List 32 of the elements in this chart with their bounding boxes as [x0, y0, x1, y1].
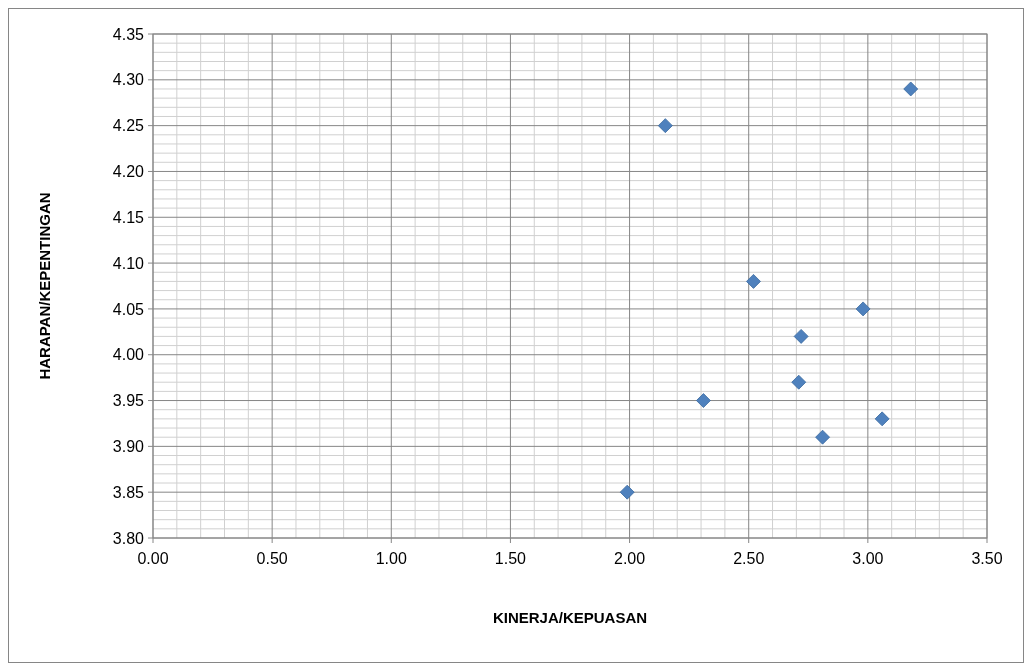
x-tick-label: 0.00 [137, 550, 169, 567]
y-tick-label: 4.25 [112, 117, 145, 135]
point [657, 118, 673, 134]
point [874, 411, 890, 427]
point [619, 484, 635, 500]
x-tick-label: 3.00 [852, 550, 884, 567]
point [696, 393, 711, 408]
point [855, 301, 871, 317]
x-tick-label: 3.50 [971, 550, 1003, 567]
x-tick-label: 1.50 [494, 550, 527, 567]
y-tick-label: 4.10 [112, 254, 145, 272]
y-tick-label: 4.15 [112, 208, 145, 226]
y-tick-label: 4.00 [112, 346, 145, 364]
x-tick-label: 2.50 [733, 550, 765, 567]
point [815, 429, 830, 445]
y-tick-label: 3.85 [112, 483, 145, 501]
point [746, 274, 761, 289]
y-tick-label: 3.80 [112, 529, 145, 547]
y-tick-label: 4.30 [112, 71, 145, 89]
point [903, 81, 919, 97]
x-tick-label: 2.00 [614, 550, 646, 567]
x-axis-title: KINERJA/KEPUASAN [492, 609, 648, 626]
y-tick-label: 3.95 [112, 392, 145, 410]
y-tick-label: 3.90 [112, 437, 145, 455]
y-tick-label: 4.05 [112, 300, 145, 318]
x-tick-label: 1.00 [375, 550, 407, 567]
point [791, 374, 807, 390]
y-axis-title: HARAPAN/KEPENTINGAN [36, 192, 53, 380]
y-tick-label: 4.35 [112, 25, 145, 43]
point [793, 329, 809, 344]
x-tick-label: 0.50 [256, 550, 288, 567]
y-tick-label: 4.20 [112, 163, 145, 181]
